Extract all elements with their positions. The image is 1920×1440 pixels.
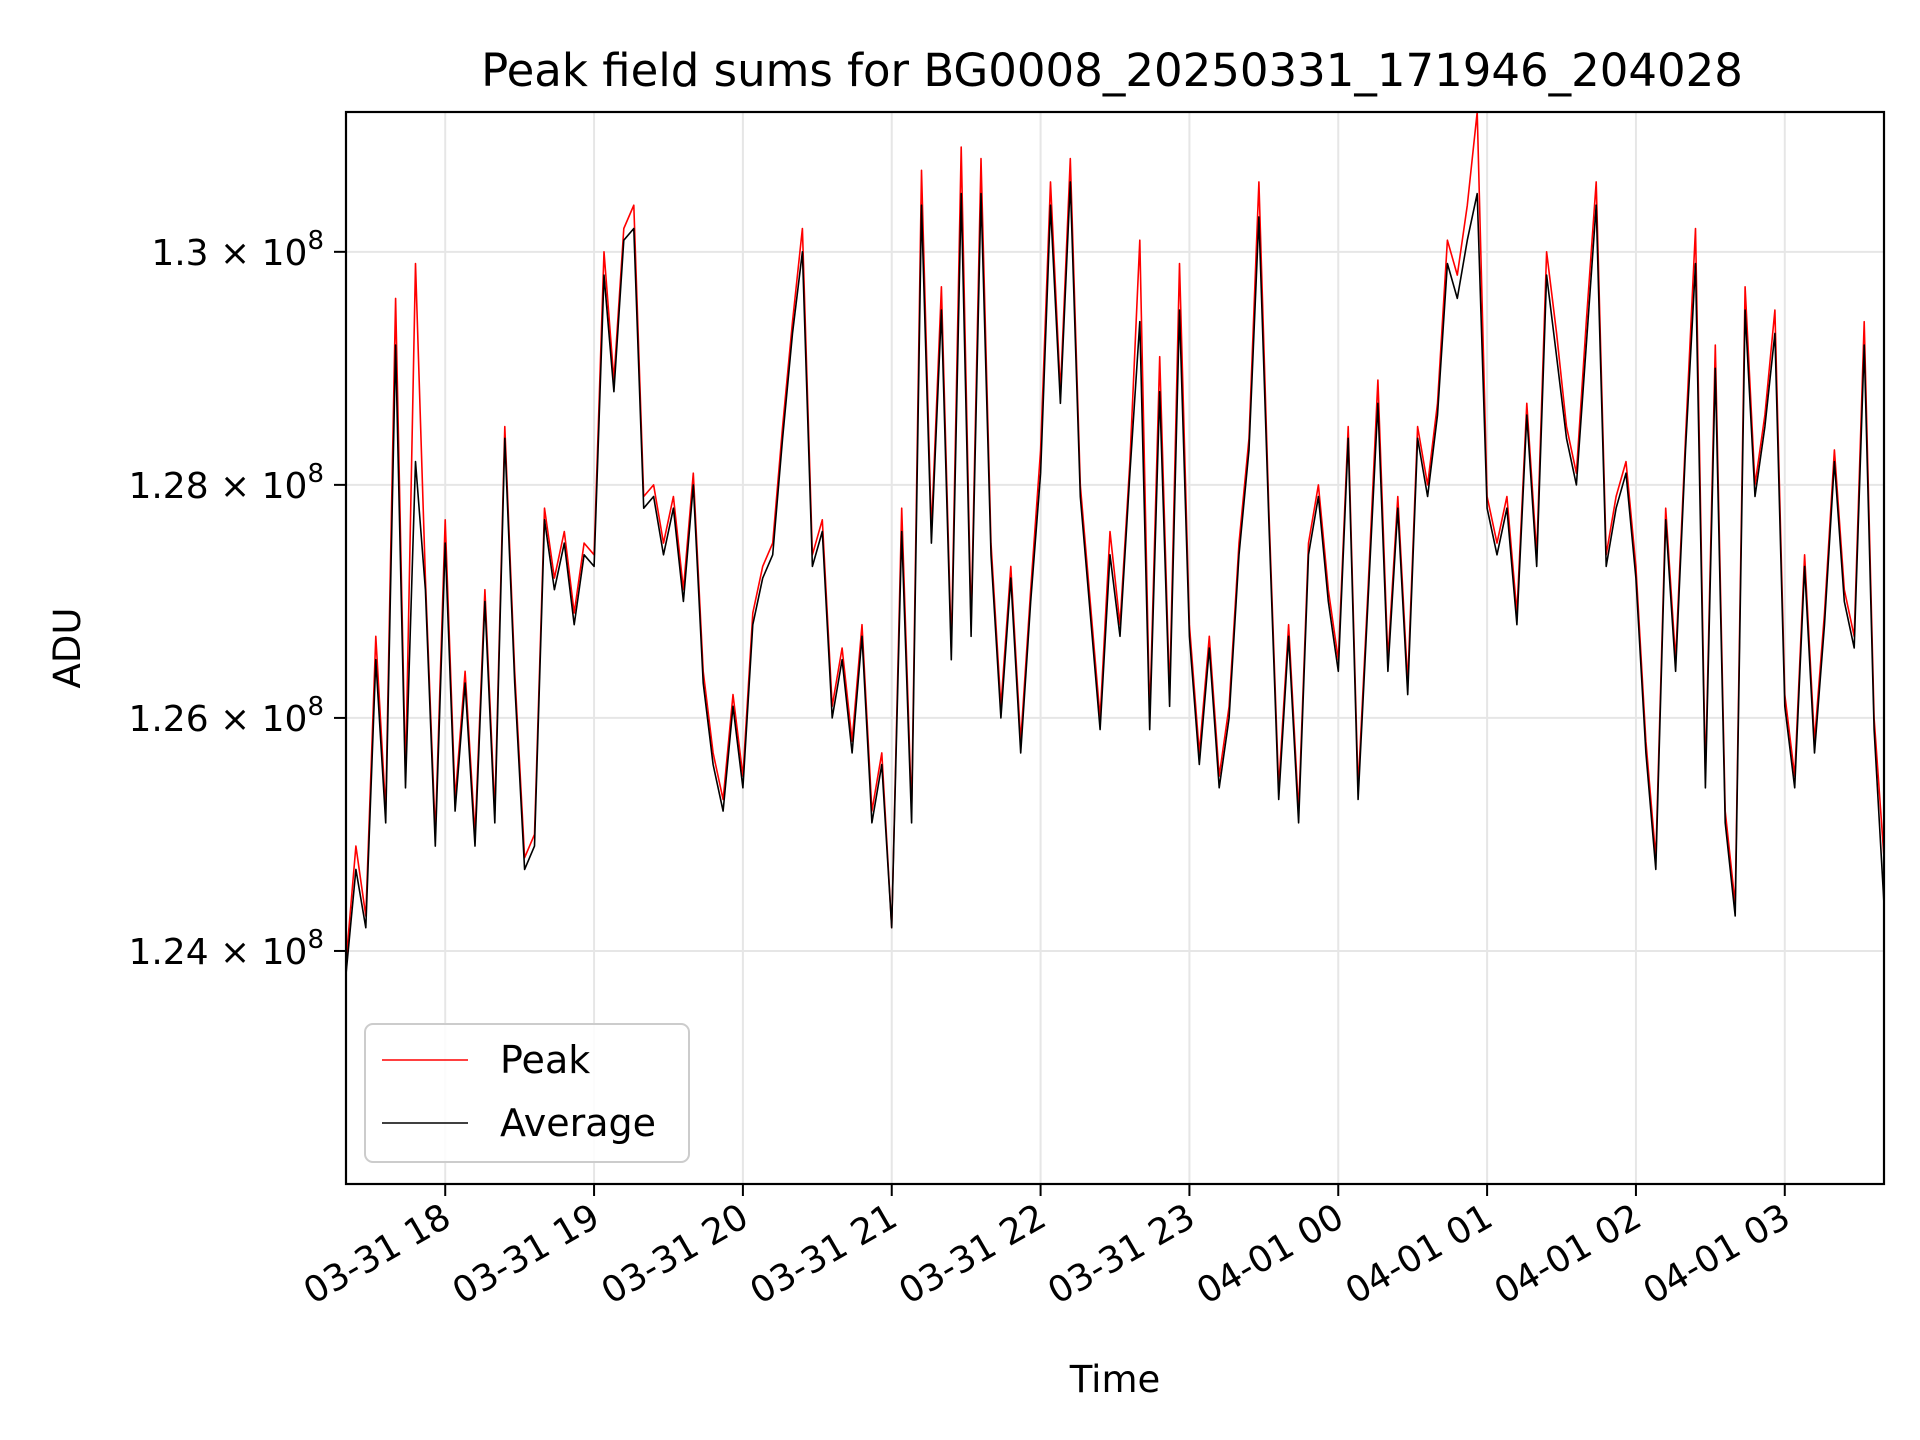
chart-title: Peak field sums for BG0008_20250331_1719… xyxy=(481,44,1743,97)
y-axis: 1.24 × 108 1.26 × 108 1.28 × 108 1.3 × 108 xyxy=(128,226,346,973)
legend-label-peak: Peak xyxy=(500,1038,590,1082)
legend: Peak Average xyxy=(364,1023,690,1163)
y-axis-label: ADU xyxy=(46,608,89,689)
y-tick-label: 1.26 × 108 xyxy=(128,692,324,740)
legend-label-average: Average xyxy=(500,1101,656,1145)
y-tick-label: 1.3 × 108 xyxy=(151,226,324,274)
series-line-average xyxy=(346,181,1884,975)
series-group xyxy=(346,112,1884,975)
y-tick-label: 1.24 × 108 xyxy=(128,925,324,973)
x-axis-label: Time xyxy=(1069,1358,1161,1401)
y-tick-label: 1.28 × 108 xyxy=(128,459,324,507)
legend-box xyxy=(364,1023,690,1163)
plot-frame xyxy=(344,110,1886,1186)
